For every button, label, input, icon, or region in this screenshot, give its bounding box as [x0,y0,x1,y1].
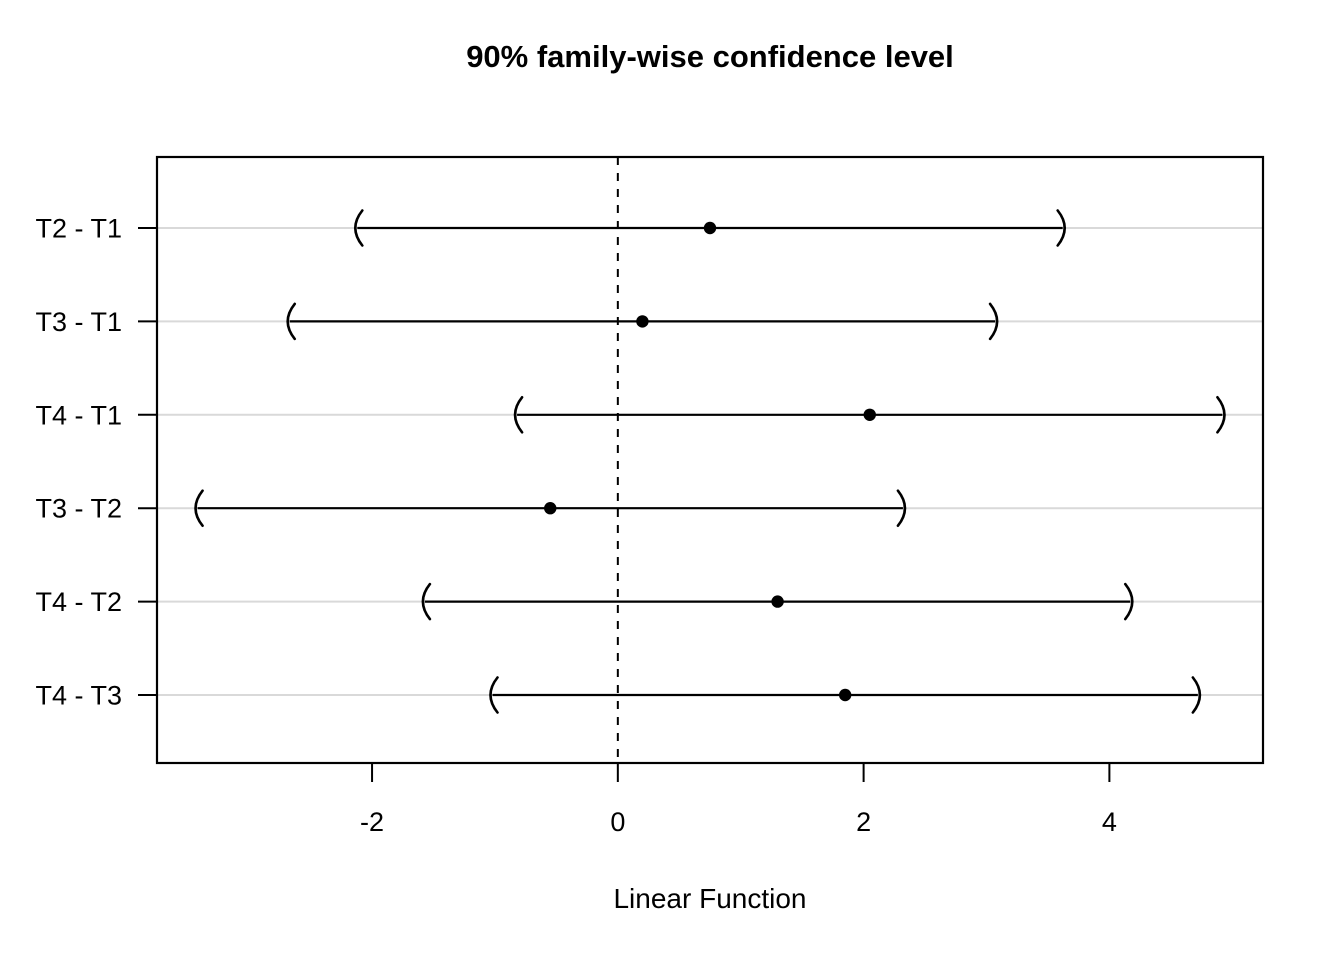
y-axis-label: T3 - T1 [35,307,122,337]
ci-estimate-dot [636,315,649,328]
x-tick-label: 2 [856,807,871,837]
plot-box [155,155,1265,765]
ci-lower-paren [194,489,204,527]
ci-lower-paren [421,582,432,621]
ci-lower-paren [489,676,499,714]
y-axis-label: T4 - T2 [35,587,122,617]
ci-upper-paren [1216,396,1226,434]
ci-upper-paren [988,302,999,341]
y-axis-label: T2 - T1 [35,214,122,244]
ci-lower-paren [354,209,364,247]
ci-estimate-dot [863,408,876,421]
y-axis-label: T4 - T1 [35,400,122,430]
chart-title: 90% family-wise confidence level [466,39,954,74]
x-axis-title: Linear Function [613,883,807,914]
ci-upper-paren [896,489,907,527]
ci-estimate-dot [703,221,717,235]
x-tick-label: 0 [610,807,625,837]
y-axis-label: T3 - T2 [35,494,122,524]
ci-estimate-dot [771,595,784,608]
ci-upper-paren [1056,209,1066,247]
x-tick-label: 4 [1102,807,1117,837]
ci-upper-paren [1191,676,1202,714]
ci-upper-paren [1123,582,1134,621]
ci-lower-paren [513,396,524,434]
ci-estimate-dot [838,688,852,702]
x-tick-label: -2 [360,807,384,837]
y-axis-label: T4 - T3 [35,681,122,711]
ci-estimate-dot [544,502,557,515]
ci-lower-paren [286,302,297,341]
